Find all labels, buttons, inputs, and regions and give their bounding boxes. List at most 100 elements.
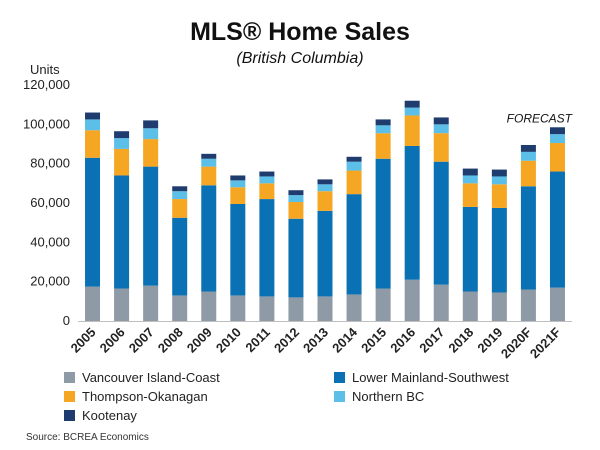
bar-segment bbox=[404, 115, 420, 146]
bar-segment bbox=[172, 191, 188, 200]
bar-segment bbox=[433, 284, 449, 321]
bar-segment bbox=[404, 145, 420, 280]
bar-segment bbox=[201, 291, 217, 321]
bar-segment bbox=[114, 175, 130, 289]
bar-segment bbox=[549, 134, 565, 144]
chart-subtitle: (British Columbia) bbox=[236, 50, 364, 67]
bar-segment bbox=[201, 158, 217, 167]
bar-segment bbox=[259, 176, 275, 184]
x-tick-label: 2010 bbox=[213, 325, 244, 356]
bar-segment bbox=[317, 191, 333, 211]
bar-segment bbox=[346, 156, 362, 162]
bar-segment bbox=[549, 287, 565, 321]
bar-segment bbox=[259, 183, 275, 200]
bar-segment bbox=[520, 186, 536, 290]
bar-segment bbox=[375, 125, 391, 134]
x-tick-label: 2016 bbox=[387, 325, 418, 356]
bar-segment bbox=[259, 296, 275, 321]
bar-segment bbox=[346, 161, 362, 171]
bar-segment bbox=[404, 100, 420, 108]
bar-segment bbox=[346, 170, 362, 195]
bar-segment bbox=[404, 279, 420, 321]
x-tick-label: 2008 bbox=[155, 325, 186, 356]
bar-segment bbox=[85, 130, 101, 158]
bar-segment bbox=[520, 151, 536, 161]
x-tick-label: 2005 bbox=[68, 325, 99, 356]
x-tick-label: 2012 bbox=[271, 325, 302, 356]
bar-segment bbox=[549, 127, 565, 135]
legend-swatch bbox=[334, 372, 345, 383]
bar-segment bbox=[201, 153, 217, 159]
bar-segment bbox=[288, 218, 304, 298]
bar-segment bbox=[288, 297, 304, 321]
y-axis-label: Units bbox=[30, 62, 60, 77]
bar-segment bbox=[230, 180, 246, 188]
bar-segment bbox=[172, 186, 188, 192]
y-tick-label: 120,000 bbox=[23, 77, 70, 92]
bar-segment bbox=[172, 295, 188, 321]
bar-segment bbox=[85, 119, 101, 131]
bar-segment bbox=[143, 166, 159, 286]
bar-segment bbox=[143, 120, 159, 129]
x-tick-label: 2013 bbox=[300, 325, 331, 356]
x-tick-label: 2011 bbox=[242, 325, 273, 356]
bar-segment bbox=[491, 176, 507, 185]
bar-segment bbox=[317, 210, 333, 297]
bar-segment bbox=[375, 133, 391, 159]
bar-segment bbox=[462, 175, 478, 184]
bar-segment bbox=[172, 217, 188, 296]
bar-segment bbox=[143, 285, 159, 321]
x-tick-label: 2015 bbox=[358, 325, 389, 356]
forecast-annotation: FORECAST bbox=[507, 111, 574, 125]
bar-segment bbox=[288, 202, 304, 219]
legend-item: Kootenay bbox=[64, 408, 137, 423]
bar-segment bbox=[491, 292, 507, 321]
bar-segment bbox=[462, 291, 478, 321]
x-tick-label: 2014 bbox=[329, 324, 361, 356]
bar-segment bbox=[114, 288, 130, 321]
bar-segment bbox=[288, 190, 304, 196]
y-tick-label: 20,000 bbox=[30, 274, 70, 289]
bar-segment bbox=[346, 194, 362, 295]
x-tick-label: 2021F bbox=[527, 324, 564, 361]
bar-segment bbox=[491, 184, 507, 208]
y-tick-label: 80,000 bbox=[30, 156, 70, 171]
legend-swatch bbox=[64, 391, 75, 402]
legend-item: Vancouver Island-Coast bbox=[64, 370, 220, 385]
y-tick-label: 60,000 bbox=[30, 195, 70, 210]
legend-item: Thompson-Okanagan bbox=[64, 389, 208, 404]
bar-segment bbox=[230, 295, 246, 321]
bar-segment bbox=[230, 203, 246, 296]
source-note: Source: BCREA Economics bbox=[26, 432, 149, 443]
legend-label: Lower Mainland-Southwest bbox=[352, 370, 509, 385]
bar-segment bbox=[375, 158, 391, 289]
legend-item: Northern BC bbox=[334, 389, 424, 404]
bar-segment bbox=[201, 185, 217, 292]
bar-segment bbox=[317, 179, 333, 185]
legend-label: Northern BC bbox=[352, 389, 425, 404]
bar-segment bbox=[317, 296, 333, 321]
y-tick-label: 100,000 bbox=[23, 116, 70, 131]
bar-segment bbox=[317, 184, 333, 192]
legend-item: Lower Mainland-Southwest bbox=[334, 370, 509, 385]
x-tick-label: 2007 bbox=[126, 325, 157, 356]
bar-segment bbox=[230, 187, 246, 204]
bar-segment bbox=[549, 171, 565, 288]
bar-segment bbox=[491, 169, 507, 177]
y-tick-label: 40,000 bbox=[30, 234, 70, 249]
bar-segment bbox=[549, 143, 565, 172]
bar-segment bbox=[433, 161, 449, 285]
legend-swatch bbox=[64, 410, 75, 421]
bar-segment bbox=[114, 148, 130, 176]
bar-segment bbox=[85, 157, 101, 287]
bar-segment bbox=[85, 112, 101, 120]
bar-segment bbox=[114, 131, 130, 139]
bar-segment bbox=[462, 168, 478, 176]
x-tick-label: 2006 bbox=[97, 325, 128, 356]
bar-segment bbox=[433, 133, 449, 162]
bar-segment bbox=[230, 175, 246, 181]
x-tick-label: 2009 bbox=[184, 325, 215, 356]
bar-segment bbox=[520, 144, 536, 152]
x-tick-label: 2017 bbox=[416, 325, 447, 356]
